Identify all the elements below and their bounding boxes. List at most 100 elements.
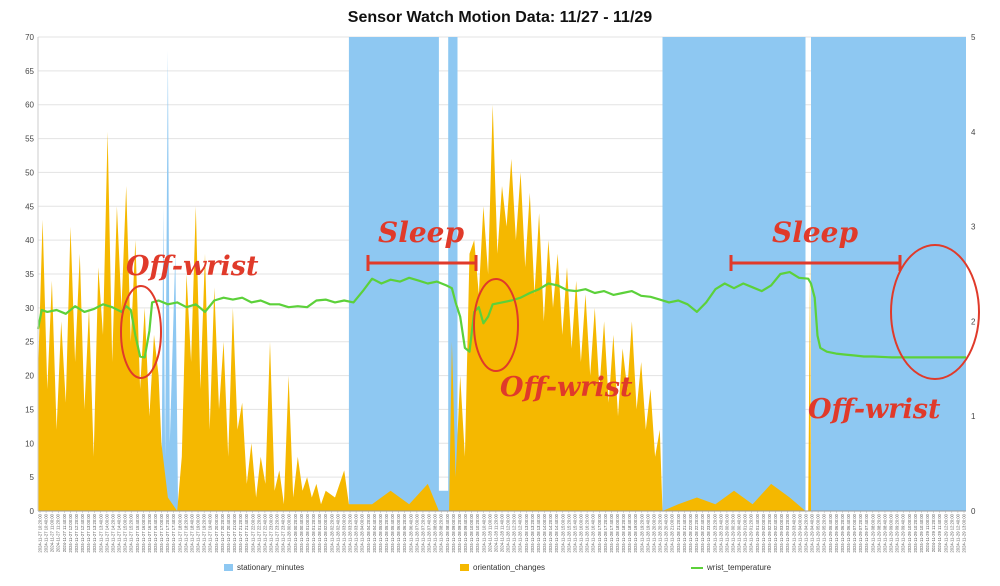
x-tick-label: 2024-11-29 06:20:00 bbox=[840, 513, 845, 552]
x-tick-label: 2024-11-27 11:00:00 bbox=[50, 513, 55, 552]
y-tick-label-left: 60 bbox=[25, 101, 34, 110]
x-tick-label: 2024-11-28 23:00:00 bbox=[706, 513, 711, 552]
y-tick-label-right: 0 bbox=[971, 507, 976, 516]
x-tick-label: 2024-11-27 21:40:00 bbox=[244, 513, 249, 552]
x-tick-label: 2024-11-27 19:00:00 bbox=[196, 513, 201, 552]
x-tick-label: 2024-11-28 05:00:00 bbox=[378, 513, 383, 552]
x-tick-label: 2024-11-29 09:40:00 bbox=[901, 513, 906, 552]
annotation-off-wrist-1: Off-wrist bbox=[126, 251, 259, 282]
x-tick-label: 2024-11-27 16:40:00 bbox=[153, 513, 158, 552]
x-tick-label: 2024-11-29 07:00:00 bbox=[852, 513, 857, 552]
legend-label-orientation: orientation_changes bbox=[473, 563, 546, 572]
x-tick-label: 2024-11-29 05:40:00 bbox=[828, 513, 833, 552]
x-tick-label: 2024-11-29 11:00:00 bbox=[925, 513, 930, 552]
x-tick-label: 2024-11-27 12:00:00 bbox=[68, 513, 73, 552]
x-tick-label: 2024-11-28 01:40:00 bbox=[317, 513, 322, 552]
annotation-off-wrist-2: Off-wrist bbox=[500, 372, 633, 403]
x-tick-label: 2024-11-29 04:00:00 bbox=[797, 513, 802, 552]
x-tick-label: 2024-11-27 22:20:00 bbox=[256, 513, 261, 552]
x-tick-label: 2024-11-29 08:20:00 bbox=[876, 513, 881, 552]
x-tick-label: 2024-11-28 14:40:00 bbox=[554, 513, 559, 552]
x-tick-label: 2024-11-29 03:40:00 bbox=[791, 513, 796, 552]
legend-stationary: stationary_minutes bbox=[224, 563, 304, 572]
x-tick-label: 2024-11-28 14:20:00 bbox=[548, 513, 553, 552]
x-tick-label: 2024-11-28 12:20:00 bbox=[512, 513, 517, 552]
legend-swatch-orientation bbox=[460, 564, 469, 571]
x-tick-label: 2024-11-28 17:40:00 bbox=[609, 513, 614, 552]
x-tick-label: 2024-11-29 04:40:00 bbox=[810, 513, 815, 552]
x-tick-label: 2024-11-29 08:00:00 bbox=[870, 513, 875, 552]
x-tick-label: 2024-11-27 13:00:00 bbox=[86, 513, 91, 552]
x-tick-label: 2024-11-29 09:00:00 bbox=[889, 513, 894, 552]
x-tick-label: 2024-11-29 00:20:00 bbox=[731, 513, 736, 552]
x-tick-label: 2024-11-27 18:40:00 bbox=[189, 513, 194, 552]
y-tick-label-left: 0 bbox=[30, 507, 35, 516]
series-area-orientation-changes bbox=[38, 104, 966, 511]
sleep-bracket-2 bbox=[729, 255, 902, 271]
x-tick-label: 2024-11-28 03:20:00 bbox=[348, 513, 353, 552]
x-tick-label: 2024-11-28 22:00:00 bbox=[688, 513, 693, 552]
x-tick-label: 2024-11-27 21:20:00 bbox=[238, 513, 243, 552]
x-tick-label: 2024-11-28 23:40:00 bbox=[718, 513, 723, 552]
legend-label-stationary: stationary_minutes bbox=[237, 563, 305, 572]
x-tick-label: 2024-11-28 07:20:00 bbox=[420, 513, 425, 552]
x-tick-label: 2024-11-29 05:00:00 bbox=[816, 513, 821, 552]
x-tick-label: 2024-11-27 10:40:00 bbox=[44, 513, 49, 552]
x-tick-label: 2024-11-28 12:40:00 bbox=[518, 513, 523, 552]
x-tick-label: 2024-11-29 01:40:00 bbox=[755, 513, 760, 552]
x-tick-label: 2024-11-28 21:20:00 bbox=[676, 513, 681, 552]
x-tick-label: 2024-11-28 20:40:00 bbox=[664, 513, 669, 552]
x-tick-label: 2024-11-27 23:00:00 bbox=[269, 513, 274, 552]
annotation-sleep-1: Sleep bbox=[378, 216, 464, 249]
x-tick-label: 2024-11-28 11:00:00 bbox=[487, 513, 492, 552]
x-tick-label: 2024-11-27 22:00:00 bbox=[250, 513, 255, 552]
y-tick-label-left: 20 bbox=[25, 372, 34, 381]
y-tick-label-left: 50 bbox=[25, 168, 34, 177]
x-tick-label: 2024-11-28 01:20:00 bbox=[311, 513, 316, 552]
x-tick-label: 2024-11-28 16:20:00 bbox=[585, 513, 590, 552]
x-tick-label: 2024-11-29 12:20:00 bbox=[949, 513, 954, 552]
x-tick-label: 2024-11-27 13:20:00 bbox=[92, 513, 97, 552]
x-tick-label: 2024-11-28 04:40:00 bbox=[372, 513, 377, 552]
x-tick-label: 2024-11-29 11:40:00 bbox=[937, 513, 942, 552]
x-tick-label: 2024-11-29 03:20:00 bbox=[785, 513, 790, 552]
x-tick-label: 2024-11-28 21:40:00 bbox=[682, 513, 687, 552]
x-tick-label: 2024-11-27 16:00:00 bbox=[141, 513, 146, 552]
x-tick-label: 2024-11-29 01:20:00 bbox=[749, 513, 754, 552]
x-tick-label: 2024-11-28 16:40:00 bbox=[591, 513, 596, 552]
x-tick-label: 2024-11-29 07:20:00 bbox=[858, 513, 863, 552]
x-tick-label: 2024-11-28 22:20:00 bbox=[694, 513, 699, 552]
x-tick-label: 2024-11-27 17:40:00 bbox=[171, 513, 176, 552]
y-tick-label-left: 55 bbox=[25, 135, 34, 144]
legend-temperature: wrist_temperature bbox=[691, 563, 771, 572]
x-tick-label: 2024-11-28 19:20:00 bbox=[639, 513, 644, 552]
y-tick-label-left: 65 bbox=[25, 67, 34, 76]
x-tick-label: 2024-11-27 11:20:00 bbox=[56, 513, 61, 552]
x-tick-label: 2024-11-27 15:00:00 bbox=[123, 513, 128, 552]
x-tick-label: 2024-11-28 07:00:00 bbox=[414, 513, 419, 552]
x-tick-label: 2024-11-27 17:00:00 bbox=[159, 513, 164, 552]
x-tick-label: 2024-11-28 08:40:00 bbox=[445, 513, 450, 552]
x-tick-label: 2024-11-28 01:00:00 bbox=[305, 513, 310, 552]
x-tick-label: 2024-11-28 16:00:00 bbox=[579, 513, 584, 552]
y-tick-label-right: 1 bbox=[971, 412, 976, 421]
x-tick-label: 2024-11-28 14:00:00 bbox=[542, 513, 547, 552]
x-tick-label: 2024-11-28 00:00:00 bbox=[287, 513, 292, 552]
y-tick-label-left: 45 bbox=[25, 202, 34, 211]
x-tick-label: 2024-11-27 20:00:00 bbox=[214, 513, 219, 552]
x-tick-label: 2024-11-28 05:20:00 bbox=[384, 513, 389, 552]
x-tick-label: 2024-11-28 20:00:00 bbox=[651, 513, 656, 552]
x-tick-label: 2024-11-29 10:00:00 bbox=[907, 513, 912, 552]
y-tick-label-left: 70 bbox=[25, 33, 34, 42]
x-tick-label: 2024-11-28 13:40:00 bbox=[536, 513, 541, 552]
x-tick-label: 2024-11-28 08:20:00 bbox=[439, 513, 444, 552]
x-tick-label: 2024-11-28 11:40:00 bbox=[500, 513, 505, 552]
x-tick-label: 2024-11-29 01:00:00 bbox=[743, 513, 748, 552]
x-tick-label: 2024-11-27 19:40:00 bbox=[208, 513, 213, 552]
x-tick-label: 2024-11-28 15:20:00 bbox=[566, 513, 571, 552]
series-lines bbox=[36, 271, 966, 359]
x-tick-label: 2024-11-27 12:40:00 bbox=[80, 513, 85, 552]
x-tick-label: 2024-11-29 10:20:00 bbox=[913, 513, 918, 552]
x-tick-label: 2024-11-28 15:40:00 bbox=[572, 513, 577, 552]
